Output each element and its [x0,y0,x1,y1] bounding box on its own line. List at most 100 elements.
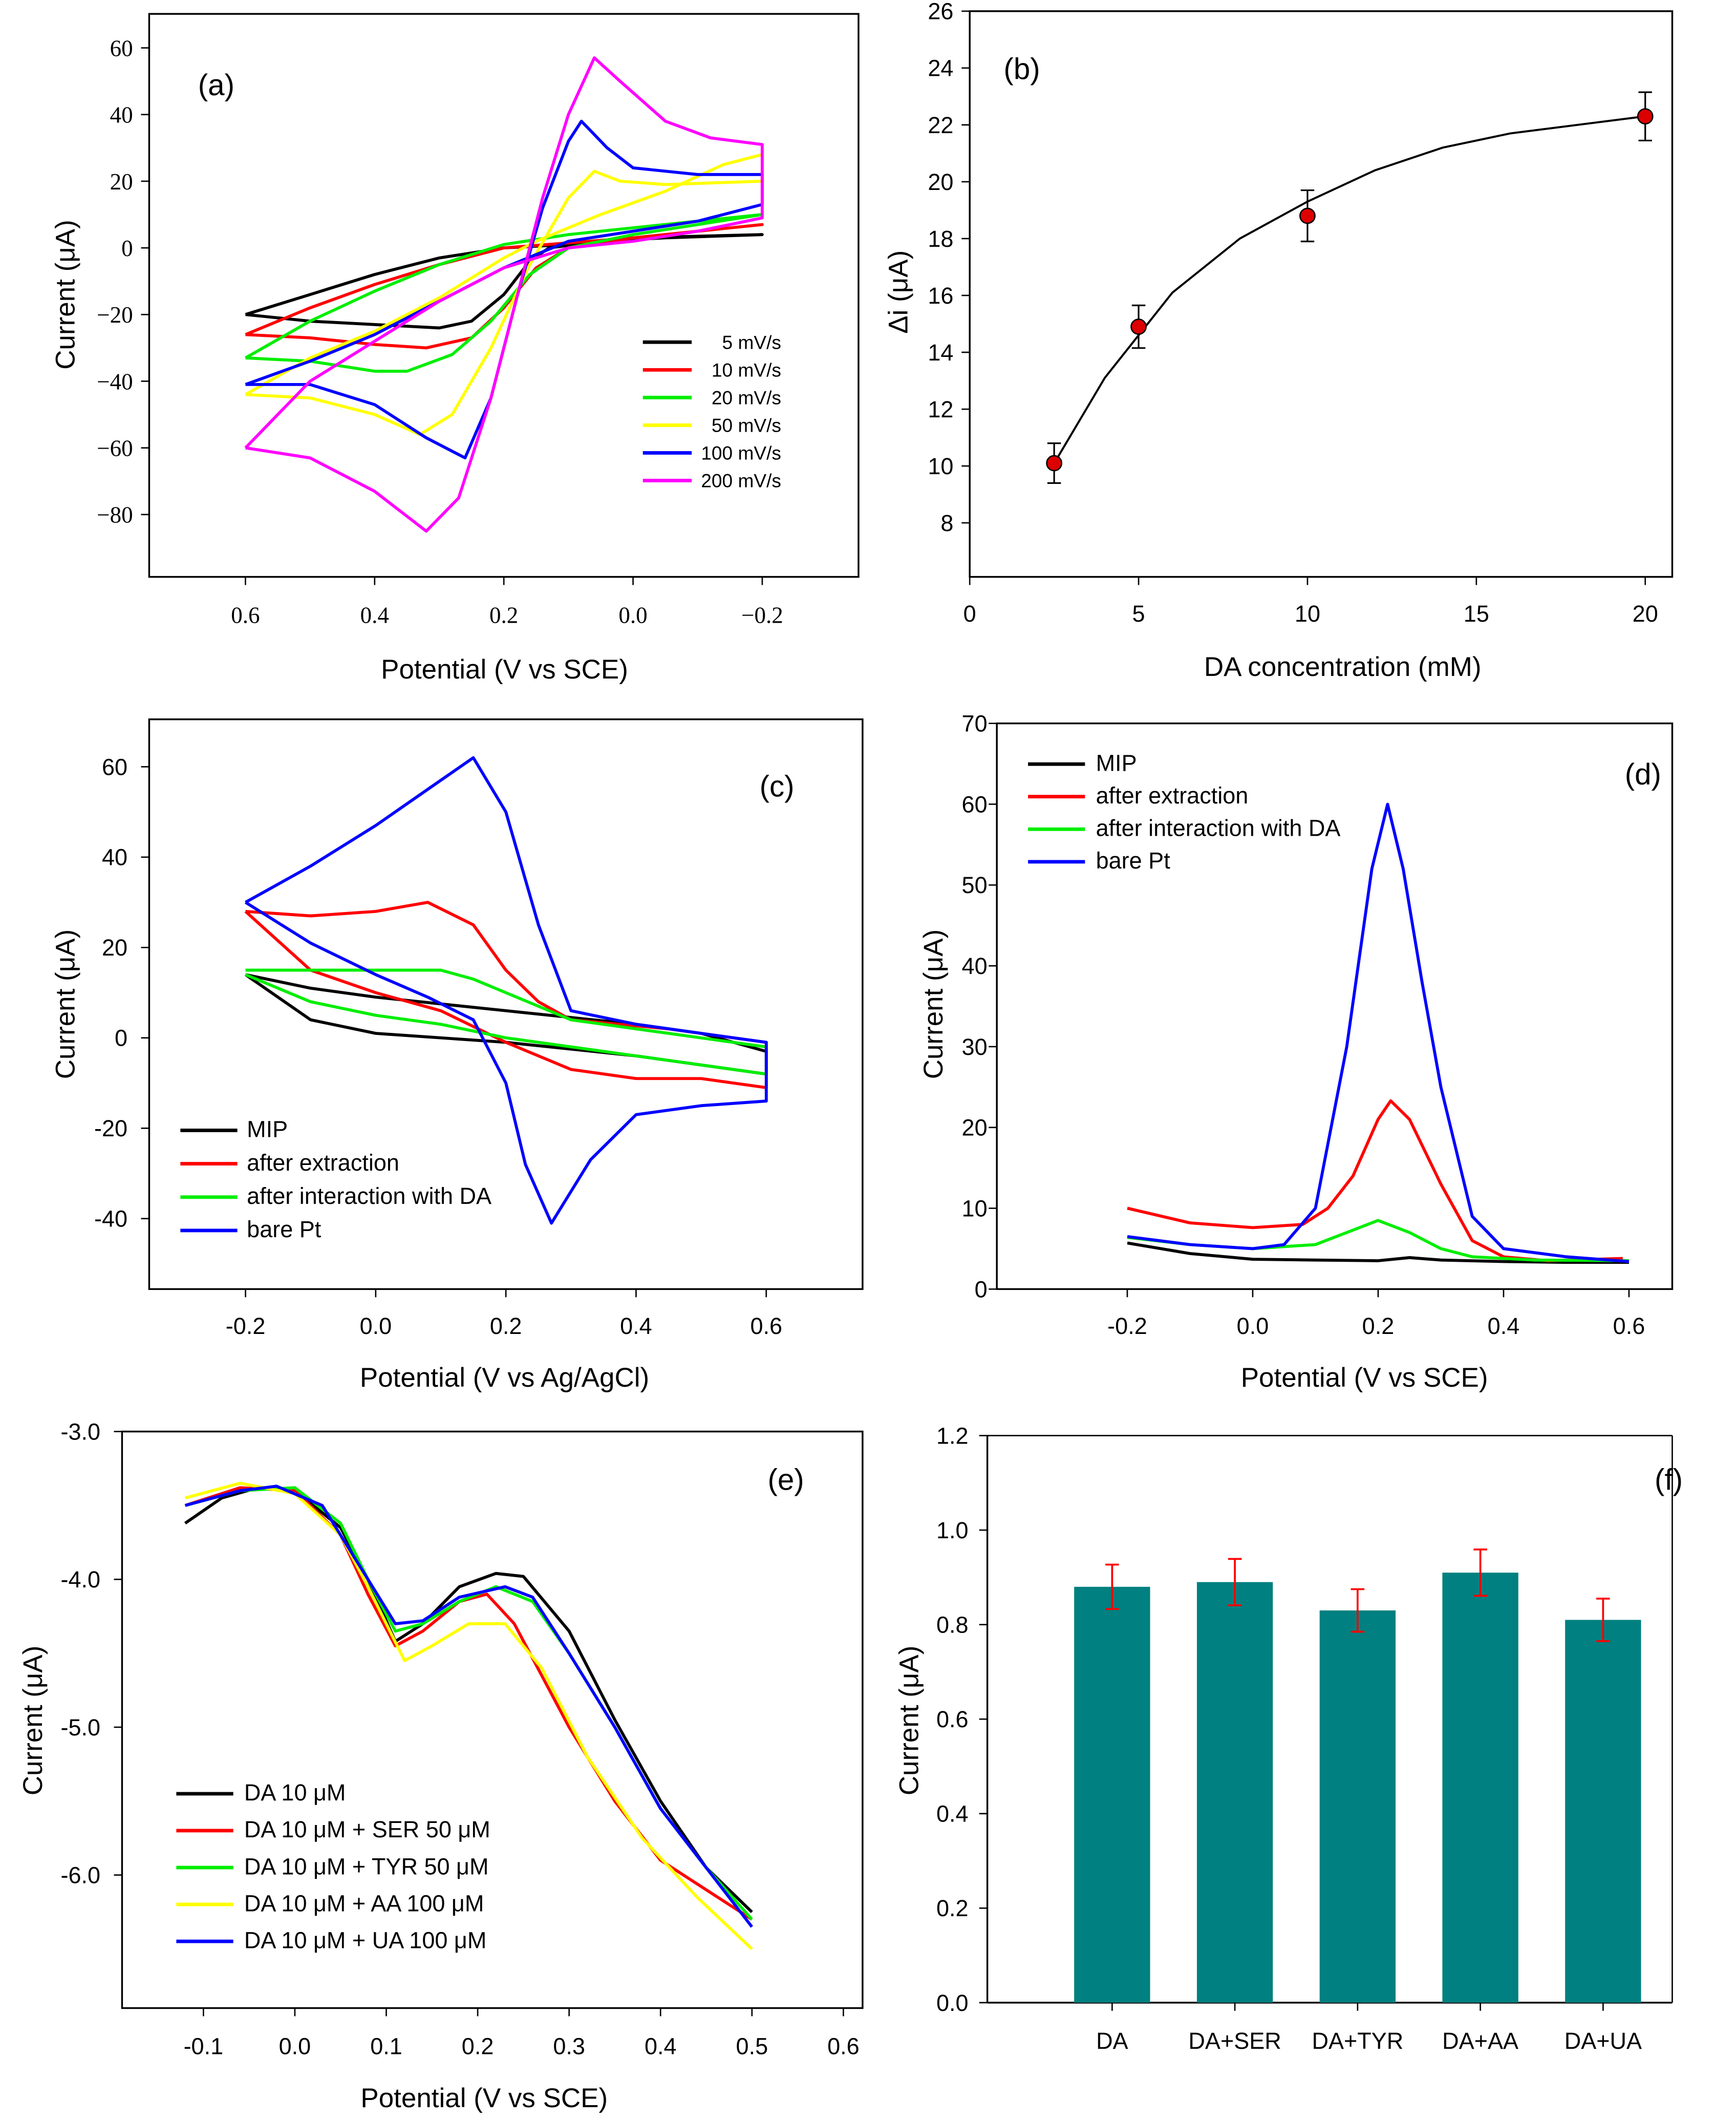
series-line-1 [1127,1099,1623,1262]
data-point [1637,108,1654,125]
x-axis-label: DA concentration (mM) [1204,652,1482,682]
y-axis-label: Current (μA) [51,220,81,369]
panel-c: -40 -20 0 20 40 60 -0.2 0.0 0.2 0.4 0.6 Potential (… [51,718,864,1393]
series-line-0 [245,233,764,330]
y-tick-label: −20 [97,302,133,328]
x-tick-label: 0.0 [360,1313,392,1339]
bar [1565,1620,1641,2003]
x-tick-label: DA+AA [1442,2028,1518,2054]
data-point [1046,455,1063,472]
legend-label: DA 10 μM + TYR 50 μM [244,1853,489,1879]
bar [1442,1573,1518,2003]
plot-frame [121,1430,864,2009]
legend-label: 20 mV/s [712,387,781,409]
series-line-3 [1127,802,1630,1263]
x-axis-label: Potential (V vs SCE) [1241,1363,1488,1393]
y-tick-label: 50 [962,872,988,898]
bar [1074,1586,1150,2003]
y-tick-label: −80 [97,502,133,528]
x-tick-label: 0.6 [827,2033,860,2060]
x-tick-label: -0.2 [1107,1313,1147,1339]
x-tick-label: 0.1 [370,2033,402,2060]
bar [1196,1582,1273,2003]
legend-label: after extraction [247,1150,399,1176]
x-tick-label: 0.0 [1237,1313,1269,1339]
series-line-2 [245,968,768,1076]
y-tick-label: 24 [928,55,953,81]
panel-label: (c) [760,770,795,803]
series-line-0 [1127,1241,1629,1264]
y-tick-label: 0 [975,1276,988,1302]
y-tick-label: 26 [928,0,953,25]
y-tick-label: 14 [928,340,953,366]
legend-label: MIP [247,1116,288,1142]
panel-label: (a) [198,69,234,102]
x-tick-label: 0.0 [618,603,647,628]
y-tick-label: -5.0 [60,1714,100,1741]
x-tick-label: -0.2 [226,1313,266,1339]
legend-label: 10 mV/s [712,359,781,381]
y-tick-label: 30 [962,1034,988,1060]
legend-label: DA 10 μM + AA 100 μM [244,1890,484,1916]
panel-f: 0.0 0.2 0.4 0.6 0.8 1.0 1.2 Current (μA) (f) DA DA… [894,1423,1683,2054]
legend-label: 50 mV/s [712,415,781,436]
legend-label: after interaction with DA [247,1183,491,1209]
series-line-0 [184,1486,753,1914]
x-tick-label: 5 [1132,601,1145,627]
y-tick-label: 0 [115,1025,127,1051]
legend-label: 5 mV/s [722,331,781,353]
y-tick-label: 60 [110,35,133,61]
x-tick-label: 0.2 [490,1313,522,1339]
series-line-5 [244,56,764,533]
y-tick-label: 70 [962,711,988,737]
panel-label: (b) [1003,52,1040,86]
fit-curve [1053,115,1646,464]
panel-label: (f) [1655,1463,1683,1496]
bar [1319,1610,1396,2003]
series-line-4 [184,1484,754,1928]
y-axis-label: Current (μA) [894,1646,925,1795]
panel-a: 60 40 20 0 −20 −40 −60 −80 0.6 0.4 0.2 0.0 −0.2 Poten… [51,13,860,685]
x-axis-label: Potential (V vs Ag/AgCl) [360,1363,649,1393]
y-tick-label: 40 [962,953,988,979]
plot-frame [996,722,1674,1290]
x-tick-label: 20 [1633,601,1658,627]
data-point [1130,319,1147,335]
x-tick-label: DA+SER [1188,2028,1281,2054]
x-tick-label: 0.5 [736,2033,768,2060]
series-line-3 [244,756,768,1225]
series-line-1 [244,901,768,1089]
x-tick-label: 0.4 [620,1313,652,1339]
y-tick-label: -20 [94,1115,127,1141]
plot-frame [969,10,1674,578]
panel-label: (e) [767,1463,804,1496]
panel-b: 8 10 12 14 16 18 20 22 24 26 0 5 10 15 20 DA concentrat… [883,0,1674,682]
x-tick-label: 0.6 [1613,1313,1645,1339]
x-axis-label: Potential (V vs SCE) [360,2083,608,2113]
panel-e: -3.0 -4.0 -5.0 -6.0 -0.1 0.0 0.1 0.2 0.3 0.4 0.5 0.… [18,1418,864,2113]
series-line-2 [245,213,764,373]
y-tick-label: 0.8 [936,1612,969,1638]
y-tick-label: 40 [102,844,127,871]
legend-label: DA 10 μM + UA 100 μM [244,1927,486,1953]
x-tick-label: 0.2 [462,2033,494,2060]
x-tick-label: 0.2 [1362,1313,1395,1339]
x-tick-label: DA [1096,2028,1128,2054]
y-tick-label: −40 [97,369,133,394]
x-tick-label: 0.4 [645,2033,677,2060]
x-tick-label: DA+UA [1564,2028,1642,2054]
y-tick-label: -4.0 [60,1566,100,1593]
legend-label: DA 10 μM [244,1779,346,1806]
x-tick-label: -0.1 [184,2033,224,2060]
y-tick-label: -3.0 [60,1418,100,1445]
x-tick-label: 0.4 [360,603,389,628]
legend-label: 100 mV/s [701,442,781,464]
legend-label: bare Pt [1096,847,1171,874]
legend-label: after extraction [1096,782,1249,809]
y-tick-label: 60 [962,791,988,817]
y-tick-label: 20 [110,169,133,195]
y-tick-label: 18 [928,226,953,252]
y-tick-label: −60 [97,436,133,461]
y-axis-label: Current (μA) [51,929,81,1079]
